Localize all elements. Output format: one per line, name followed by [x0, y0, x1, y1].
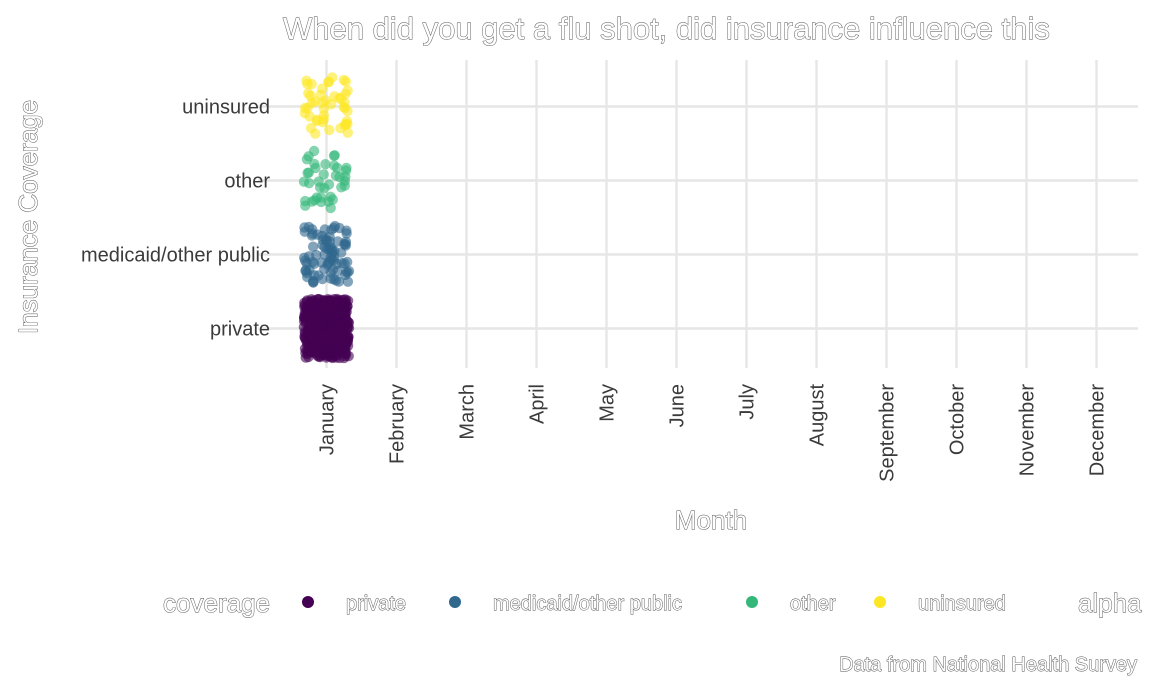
legend-key-private — [302, 596, 314, 608]
point-uninsured — [317, 117, 329, 128]
x-tick-label-november: November — [1017, 384, 1039, 477]
x-tick-label-march: March — [457, 384, 479, 440]
y-axis-label: Insurance Coverage — [13, 100, 43, 334]
x-tick-label-april: April — [527, 384, 549, 424]
point-other — [320, 159, 331, 170]
point-other — [339, 180, 350, 191]
point-private — [306, 296, 317, 307]
legend-label-private: private — [346, 593, 406, 615]
legend-title: coverage — [163, 588, 270, 618]
point-other — [341, 162, 352, 174]
point-private — [312, 346, 323, 358]
point-medicaid-other-public — [342, 256, 353, 268]
point-private — [338, 336, 349, 348]
point-medicaid-other-public — [322, 243, 333, 255]
point-uninsured — [302, 78, 313, 90]
chart-caption: Data from National Health Survey — [839, 654, 1137, 676]
point-other — [300, 200, 311, 211]
point-uninsured — [340, 119, 351, 130]
point-other — [318, 169, 329, 180]
y-tick-label-medicaid-other-public: medicaid/other public — [81, 245, 270, 267]
point-private — [329, 332, 340, 343]
point-other — [311, 192, 322, 203]
point-medicaid-other-public — [341, 225, 352, 236]
legend-label-medicaid-other-public: medicaid/other public — [493, 593, 682, 615]
point-private — [306, 311, 317, 322]
legend-label-other: other — [790, 593, 836, 615]
point-medicaid-other-public — [301, 267, 313, 279]
point-other — [302, 167, 313, 179]
legend-item-uninsured: uninsured — [874, 593, 1006, 615]
point-medicaid-other-public — [340, 240, 351, 251]
legend-alpha-title: alpha — [1078, 588, 1142, 618]
point-other — [309, 158, 320, 170]
legend-key-other — [746, 596, 758, 608]
point-private — [315, 332, 327, 343]
point-private — [343, 316, 354, 328]
point-private — [337, 305, 348, 317]
point-private — [303, 340, 315, 352]
legend: private medicaid/other public other uninsur… — [302, 593, 1006, 615]
point-uninsured — [335, 92, 347, 104]
point-other — [340, 171, 351, 182]
legend-item-medicaid-other-public: medicaid/other public — [449, 593, 682, 615]
chart-title: When did you get a flu shot, did insuran… — [283, 11, 1050, 46]
point-medicaid-other-public — [299, 252, 310, 263]
point-private — [331, 293, 343, 305]
x-tick-label-september: September — [877, 384, 899, 482]
point-other — [301, 154, 313, 165]
x-tick-label-june: June — [667, 384, 689, 427]
point-uninsured — [327, 72, 338, 83]
point-medicaid-other-public — [327, 264, 339, 275]
gridlines — [258, 60, 1138, 368]
point-other — [314, 182, 326, 193]
point-medicaid-other-public — [303, 221, 315, 233]
point-private — [319, 311, 330, 323]
point-other — [330, 170, 342, 181]
point-medicaid-other-public — [319, 224, 331, 235]
y-tick-label-other: other — [224, 171, 270, 193]
legend-key-uninsured — [874, 596, 886, 608]
x-tick-label-july: July — [737, 384, 759, 420]
point-medicaid-other-public — [325, 252, 336, 263]
legend-label-uninsured: uninsured — [918, 593, 1006, 615]
y-tick-labels: private medicaid/other public other uninsur… — [81, 97, 270, 341]
point-other — [331, 162, 343, 173]
point-private — [305, 319, 316, 330]
point-medicaid-other-public — [328, 222, 340, 234]
x-axis-label: Month — [675, 505, 747, 535]
point-medicaid-other-public — [324, 231, 335, 243]
x-tick-label-february: February — [387, 384, 409, 464]
y-tick-label-private: private — [210, 319, 270, 341]
x-tick-labels: January February March April May June July Augu… — [317, 384, 1109, 482]
point-medicaid-other-public — [330, 275, 342, 286]
legend-key-medicaid-other-public — [449, 596, 461, 608]
point-other — [329, 150, 340, 161]
point-uninsured — [342, 85, 353, 96]
x-tick-label-may: May — [597, 384, 619, 422]
x-tick-label-august: August — [807, 384, 829, 447]
point-medicaid-other-public — [308, 275, 319, 287]
data-points — [298, 72, 355, 364]
x-tick-label-december: December — [1087, 384, 1109, 477]
point-uninsured — [324, 124, 335, 136]
point-uninsured — [339, 102, 350, 114]
point-medicaid-other-public — [307, 241, 319, 252]
point-medicaid-other-public — [340, 269, 351, 281]
point-uninsured — [340, 76, 351, 87]
point-other — [323, 196, 334, 207]
point-private — [319, 296, 331, 307]
legend-item-other: other — [746, 593, 836, 615]
point-uninsured — [299, 108, 310, 119]
point-other — [298, 176, 310, 187]
y-tick-label-uninsured: uninsured — [182, 97, 270, 119]
point-uninsured — [309, 96, 321, 107]
point-uninsured — [310, 128, 321, 139]
legend-item-private: private — [302, 593, 406, 615]
point-private — [307, 333, 318, 344]
point-private — [329, 346, 340, 358]
x-tick-label-january: January — [317, 384, 339, 455]
x-tick-label-october: October — [947, 384, 969, 455]
